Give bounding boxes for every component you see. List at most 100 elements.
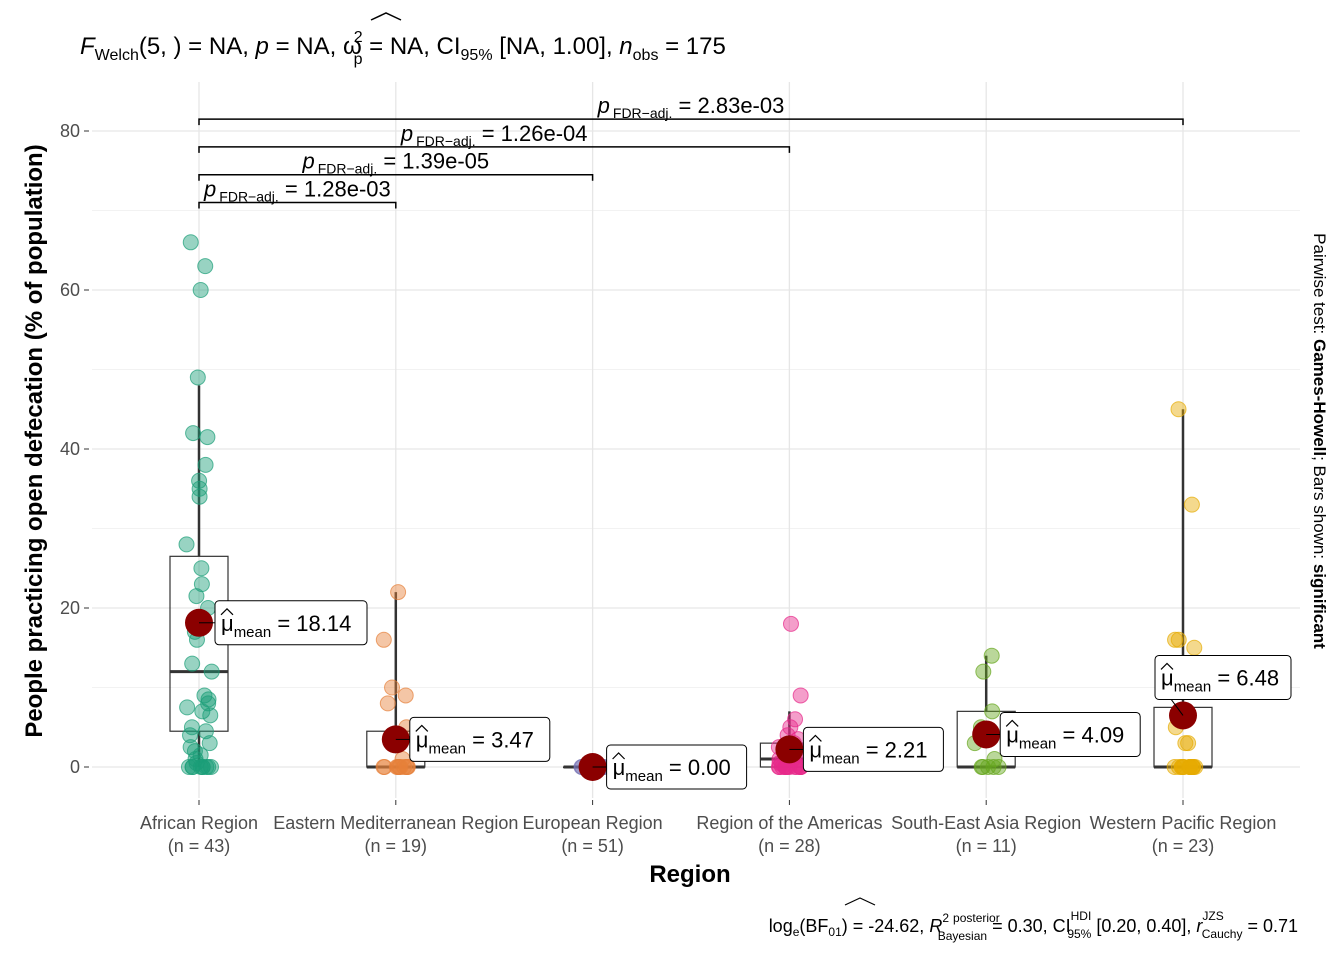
data-point [1170,631,1187,648]
data-point [986,751,1003,768]
comparison-label: p FDR−adj. = 1.28e-03 [203,177,391,205]
mean-label-hat [612,752,626,760]
mean-label-text: μmean = 0.00 [613,755,731,785]
mean-label-box [999,711,1141,757]
data-point [1183,496,1200,513]
data-point [396,759,413,775]
mean-label-text: μmean = 6.48 [1161,665,1279,695]
data-point [1170,401,1187,418]
mean-label-box [606,744,748,790]
mean-label-hat [415,724,429,732]
data-point [375,631,392,648]
data-point [178,536,195,553]
r-squared-hat [844,897,876,906]
data-point [1186,639,1203,656]
data-point [782,615,799,632]
x-tick-n-label: (n = 43) [168,836,231,856]
x-tick-n-label: (n = 51) [561,836,624,856]
comparison-bracket [198,201,397,209]
mean-label-box [802,726,944,772]
x-tick-n-label: (n = 28) [758,836,821,856]
data-point [191,488,208,505]
data-point [184,655,201,672]
data-point [199,429,216,446]
mean-label-box [214,600,368,646]
x-tick-n-label: (n = 23) [1152,836,1215,856]
mean-label-box [409,716,551,762]
mean-label-hat [1160,662,1174,670]
data-point [202,707,219,724]
mean-label-hat [1005,719,1019,727]
data-point [787,711,804,728]
data-point [980,759,997,775]
x-tick-label: African Region [140,813,258,833]
comparison-bracket [198,146,791,153]
data-point [200,759,217,775]
data-point [194,703,211,720]
data-point [390,584,407,601]
data-point [1166,759,1183,775]
mean-label-text: μmean = 4.09 [1006,722,1124,752]
y-axis-title: People practicing open defecation (% of … [21,144,48,737]
x-tick-label: European Region [523,813,663,833]
x-axis-title: Region [649,861,730,888]
data-point [197,723,214,740]
x-tick-label: Region of the Americas [696,813,882,833]
data-point [792,687,809,704]
data-point [983,647,1000,664]
data-point [384,679,401,696]
comparison-bracket [198,173,594,181]
data-point [379,695,396,712]
chart-subtitle: FWelch(5, ) = NA, p = NA, ω2 p = NA, CI95… [80,29,726,68]
comparison-label: p FDR−adj. = 2.83e-03 [597,93,785,121]
y-tick-label: 20 [60,598,80,618]
data-point [192,282,209,298]
mean-label-text: μmean = 18.14 [221,611,351,641]
data-point [179,699,196,716]
x-tick-n-label: (n = 11) [956,836,1017,856]
omega-hat [370,12,402,21]
data-point [182,727,199,744]
x-tick-n-label: (n = 19) [365,836,428,856]
comparison-bracket [198,118,1184,126]
data-point [397,687,414,704]
x-tick-label: Western Pacific Region [1090,813,1277,833]
data-point [193,560,210,577]
data-point [180,759,197,775]
data-point [975,663,992,680]
x-tick-label: South-East Asia Region [891,813,1081,833]
chart-caption: loge(BF01) = -24.62, R2 posterior Bayesian… [769,909,1298,943]
data-point [197,456,214,473]
data-point [200,695,217,712]
y-tick-label: 0 [70,757,80,777]
annotation-layer: μmean = 18.14 μmean = 3.47 μmean = 0.00 μme… [198,93,1292,790]
axis-layer: 0 20 40 60 80 African Region (n = 43) Eastern M… [60,121,1276,856]
data-point [197,258,214,275]
pairwise-test-label: Pairwise test: Games-Howell; Bars shown:… [1310,233,1329,649]
data-point [182,234,199,251]
data-point [974,759,991,775]
data-point [984,703,1001,720]
data-point [189,369,206,386]
x-tick-label: Eastern Mediterranean Region [273,813,518,833]
data-point [1184,759,1201,775]
mean-label-text: μmean = 3.47 [416,727,534,757]
comparison-label: p FDR−adj. = 1.26e-04 [400,121,588,149]
mean-label-text: μmean = 2.21 [809,737,927,767]
y-tick-label: 60 [60,280,80,300]
data-point [188,588,205,605]
data-layer [169,234,1213,781]
data-point [375,759,392,775]
y-tick-label: 40 [60,439,80,459]
y-tick-label: 80 [60,121,80,141]
mean-label-box [1154,654,1292,700]
data-point [185,425,202,442]
data-point [1167,631,1184,648]
data-point [201,735,218,752]
mean-label-hat [220,607,234,616]
comparison-label: p FDR−adj. = 1.39e-05 [301,149,489,177]
mean-label-hat [808,734,822,742]
data-point [203,663,220,680]
data-point [1177,735,1194,752]
